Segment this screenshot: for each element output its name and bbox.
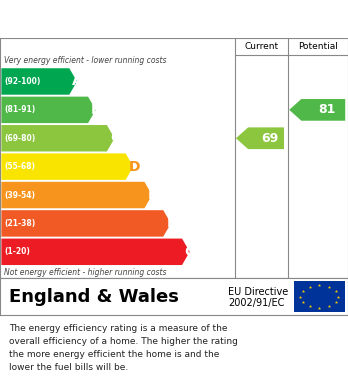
Text: England & Wales: England & Wales [9, 287, 179, 305]
Text: 69: 69 [261, 132, 278, 145]
Text: The energy efficiency rating is a measure of the
overall efficiency of a home. T: The energy efficiency rating is a measur… [9, 324, 238, 372]
Text: A: A [72, 74, 83, 88]
Text: (92-100): (92-100) [4, 77, 41, 86]
Text: (39-54): (39-54) [4, 190, 35, 199]
Polygon shape [1, 68, 77, 95]
Text: (69-80): (69-80) [4, 134, 35, 143]
Text: B: B [91, 103, 102, 117]
Text: D: D [128, 160, 140, 174]
Text: Very energy efficient - lower running costs: Very energy efficient - lower running co… [4, 56, 167, 65]
Text: (1-20): (1-20) [4, 247, 30, 256]
Polygon shape [1, 210, 171, 237]
Polygon shape [1, 239, 190, 265]
Polygon shape [289, 99, 345, 121]
Text: 81: 81 [318, 103, 335, 117]
Polygon shape [1, 125, 114, 151]
Text: 2002/91/EC: 2002/91/EC [228, 298, 284, 308]
Text: F: F [167, 216, 176, 230]
Text: Current: Current [244, 42, 279, 51]
Text: G: G [185, 245, 196, 259]
Polygon shape [236, 127, 284, 149]
Text: Energy Efficiency Rating: Energy Efficiency Rating [9, 11, 219, 27]
Text: (21-38): (21-38) [4, 219, 35, 228]
Text: Not energy efficient - higher running costs: Not energy efficient - higher running co… [4, 268, 167, 277]
Text: (81-91): (81-91) [4, 105, 35, 114]
Text: EU Directive: EU Directive [228, 287, 288, 297]
FancyBboxPatch shape [294, 281, 345, 312]
Text: E: E [148, 188, 158, 202]
Text: C: C [110, 131, 120, 145]
Text: Potential: Potential [298, 42, 338, 51]
Polygon shape [1, 182, 152, 208]
Text: (55-68): (55-68) [4, 162, 35, 171]
Polygon shape [1, 153, 133, 180]
Polygon shape [1, 97, 96, 123]
